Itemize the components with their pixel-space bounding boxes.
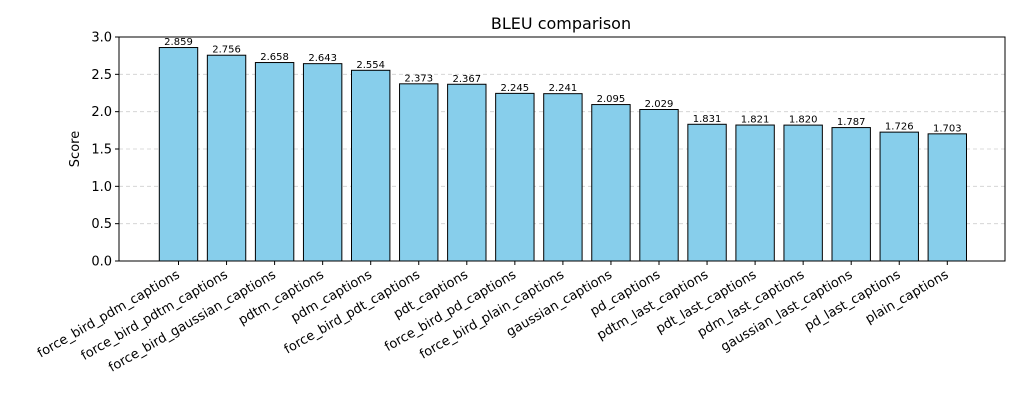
x-tick-label: plain_captions	[863, 267, 951, 327]
y-tick-label: 2.5	[91, 68, 112, 83]
bar	[639, 109, 679, 262]
bar	[543, 93, 583, 262]
bar-value-label: 2.756	[212, 45, 241, 56]
bar	[351, 69, 391, 262]
bar	[879, 131, 919, 262]
bar-value-label: 1.726	[885, 122, 914, 133]
bar	[735, 124, 775, 262]
bar	[927, 133, 967, 262]
bar-value-label: 1.820	[789, 115, 818, 126]
bar	[495, 92, 535, 262]
bar-value-label: 2.245	[501, 83, 530, 94]
bar-value-label: 1.821	[741, 115, 770, 126]
y-tick-label: 0.0	[91, 255, 112, 270]
bar-value-label: 2.241	[549, 83, 578, 94]
bar	[254, 62, 295, 262]
bar	[158, 47, 199, 262]
bar	[687, 123, 727, 262]
bar	[206, 54, 247, 262]
bar-value-label: 2.029	[645, 99, 674, 110]
bar-value-label: 2.367	[452, 74, 481, 85]
bar-value-label: 2.859	[164, 37, 193, 48]
bar-value-label: 2.095	[597, 94, 626, 105]
bar-value-label: 1.703	[933, 123, 962, 134]
x-axis-ticks: force_bird_pdm_captionsforce_bird_pdtm_c…	[35, 261, 951, 376]
bar	[591, 104, 631, 262]
y-tick-label: 1.0	[91, 180, 112, 195]
bar	[831, 127, 871, 262]
bar-value-label: 2.658	[260, 52, 289, 63]
bar-value-label: 1.831	[693, 114, 722, 125]
y-tick-label: 3.0	[91, 31, 112, 46]
bar-value-label: 2.643	[308, 53, 337, 64]
bar-value-label: 2.373	[404, 73, 433, 84]
bar	[302, 63, 343, 262]
y-tick-label: 2.0	[91, 105, 112, 120]
bar	[783, 124, 823, 262]
y-tick-label: 0.5	[91, 217, 112, 232]
bar-value-label: 2.554	[356, 60, 385, 71]
bar-value-label: 1.787	[837, 117, 866, 128]
bars	[158, 47, 967, 262]
y-tick-label: 1.5	[91, 143, 112, 158]
y-axis-ticks: 0.0 0.5 1.0 1.5 2.0 2.5 3.0	[91, 31, 119, 270]
bar	[399, 83, 439, 262]
bar	[447, 83, 487, 262]
y-axis-label: Score	[68, 131, 83, 167]
chart-title: BLEU comparison	[491, 14, 631, 33]
bar-value-labels: 2.859 2.756 2.658 2.643 2.554 2.373 2.367 2.245…	[164, 37, 961, 134]
